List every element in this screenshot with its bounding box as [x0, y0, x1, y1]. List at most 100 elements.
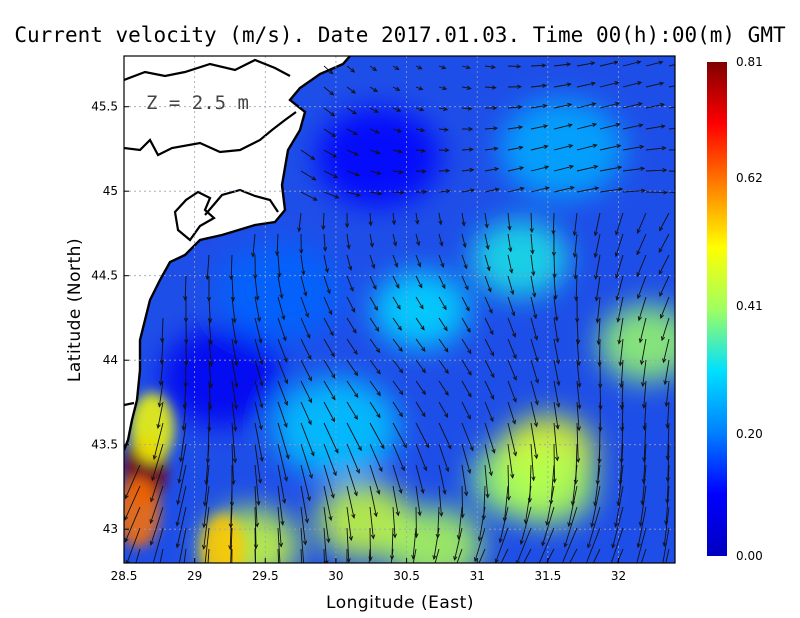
velocity-arrow: [182, 401, 187, 430]
velocity-arrow: [323, 338, 335, 357]
velocity-arrow-head: [303, 291, 308, 297]
velocity-arrow: [523, 548, 532, 563]
velocity-arrow-head: [658, 269, 663, 275]
velocity-arrow: [622, 167, 645, 172]
velocity-arrow-head: [466, 327, 471, 333]
velocity-arrow: [474, 527, 486, 562]
colorbar-tick-label: 0.20: [736, 427, 763, 441]
velocity-arrow-head: [490, 373, 495, 379]
velocity-arrow: [461, 275, 469, 290]
velocity-arrow-head: [420, 488, 425, 494]
border-line: [124, 401, 135, 407]
velocity-arrow: [277, 401, 288, 428]
velocity-arrow-head: [641, 403, 647, 409]
velocity-arrow-head: [498, 538, 503, 544]
velocity-arrow: [438, 338, 449, 353]
velocity-arrow: [591, 485, 601, 527]
velocity-arrow-head: [453, 555, 458, 561]
velocity-arrow: [438, 86, 447, 90]
velocity-arrow-head: [321, 225, 326, 231]
velocity-arrow-head: [611, 543, 616, 549]
velocity-arrow: [668, 191, 675, 194]
velocity-arrow-head: [297, 227, 302, 233]
velocity-arrow-head: [151, 476, 156, 482]
velocity-arrow-head: [394, 65, 400, 70]
velocity-arrow-head: [493, 146, 499, 151]
velocity-arrow-head: [567, 522, 572, 528]
velocity-arrow-head: [517, 84, 522, 89]
velocity-arrow: [504, 485, 509, 522]
velocity-arrow-head: [308, 474, 313, 480]
velocity-arrow: [553, 144, 573, 151]
velocity-arrow: [553, 124, 572, 130]
velocity-arrow: [645, 103, 665, 109]
velocity-arrow-head: [488, 308, 493, 314]
velocity-arrow: [300, 191, 318, 201]
velocity-arrow-head: [259, 403, 264, 409]
velocity-arrow-head: [332, 471, 337, 477]
velocity-arrow: [150, 464, 164, 502]
velocity-arrow-head: [301, 270, 306, 276]
velocity-arrow: [150, 506, 164, 546]
velocity-arrow-head: [334, 448, 339, 454]
velocity-arrow-head: [554, 456, 560, 462]
velocity-arrow: [254, 464, 260, 505]
velocity-arrow: [576, 123, 597, 130]
velocity-arrow-head: [278, 565, 281, 569]
velocity-arrow: [545, 548, 555, 563]
velocity-arrow: [642, 359, 647, 387]
velocity-arrow-head: [517, 104, 523, 110]
velocity-arrow-head: [378, 467, 383, 473]
velocity-arrow-head: [658, 248, 663, 254]
velocity-arrow-head: [665, 499, 670, 504]
velocity-arrow-head: [593, 253, 598, 259]
velocity-arrow: [392, 191, 404, 194]
velocity-arrow-head: [512, 332, 517, 338]
velocity-arrow-head: [254, 588, 257, 592]
velocity-arrow-head: [421, 347, 426, 352]
velocity-arrow-head: [543, 144, 549, 149]
velocity-arrow-head: [566, 62, 572, 67]
velocity-arrow: [254, 485, 258, 527]
velocity-arrow: [666, 401, 670, 428]
velocity-arrow-head: [398, 368, 404, 374]
velocity-arrow: [507, 422, 517, 456]
velocity-arrow: [230, 527, 233, 563]
velocity-arrow-head: [367, 578, 370, 582]
velocity-arrow-head: [637, 294, 642, 300]
velocity-arrow: [530, 187, 549, 193]
velocity-arrow-head: [354, 393, 359, 399]
velocity-arrow: [153, 422, 164, 460]
velocity-arrow: [392, 359, 403, 373]
velocity-arrow-head: [516, 64, 522, 69]
velocity-arrow: [300, 170, 316, 181]
velocity-arrow: [415, 212, 419, 224]
velocity-arrow: [369, 149, 380, 154]
velocity-arrow-head: [445, 467, 450, 473]
velocity-arrow-head: [208, 361, 214, 367]
velocity-arrow: [610, 527, 624, 563]
velocity-arrow-head: [554, 316, 559, 322]
velocity-arrow-head: [445, 168, 451, 173]
velocity-arrow: [530, 317, 538, 340]
velocity-arrow-head: [661, 563, 664, 567]
velocity-arrow-head: [178, 457, 184, 463]
velocity-arrow-head: [442, 305, 447, 311]
velocity-arrow-head: [640, 166, 646, 171]
velocity-arrow-head: [512, 375, 517, 381]
velocity-arrow-head: [418, 283, 423, 289]
velocity-arrow-head: [417, 262, 422, 268]
velocity-arrow: [323, 107, 335, 117]
x-tick-label: 31.5: [534, 569, 561, 583]
velocity-arrow: [438, 317, 448, 331]
velocity-arrow: [530, 105, 547, 109]
velocity-arrow-head: [125, 560, 130, 563]
velocity-arrow-head: [541, 541, 546, 547]
velocity-arrow: [415, 401, 426, 417]
velocity-arrow-head: [282, 498, 287, 504]
velocity-arrow: [208, 380, 211, 410]
velocity-arrow-head: [352, 110, 357, 115]
velocity-arrow: [620, 422, 624, 463]
velocity-arrow: [231, 380, 237, 409]
velocity-arrow: [530, 338, 539, 362]
